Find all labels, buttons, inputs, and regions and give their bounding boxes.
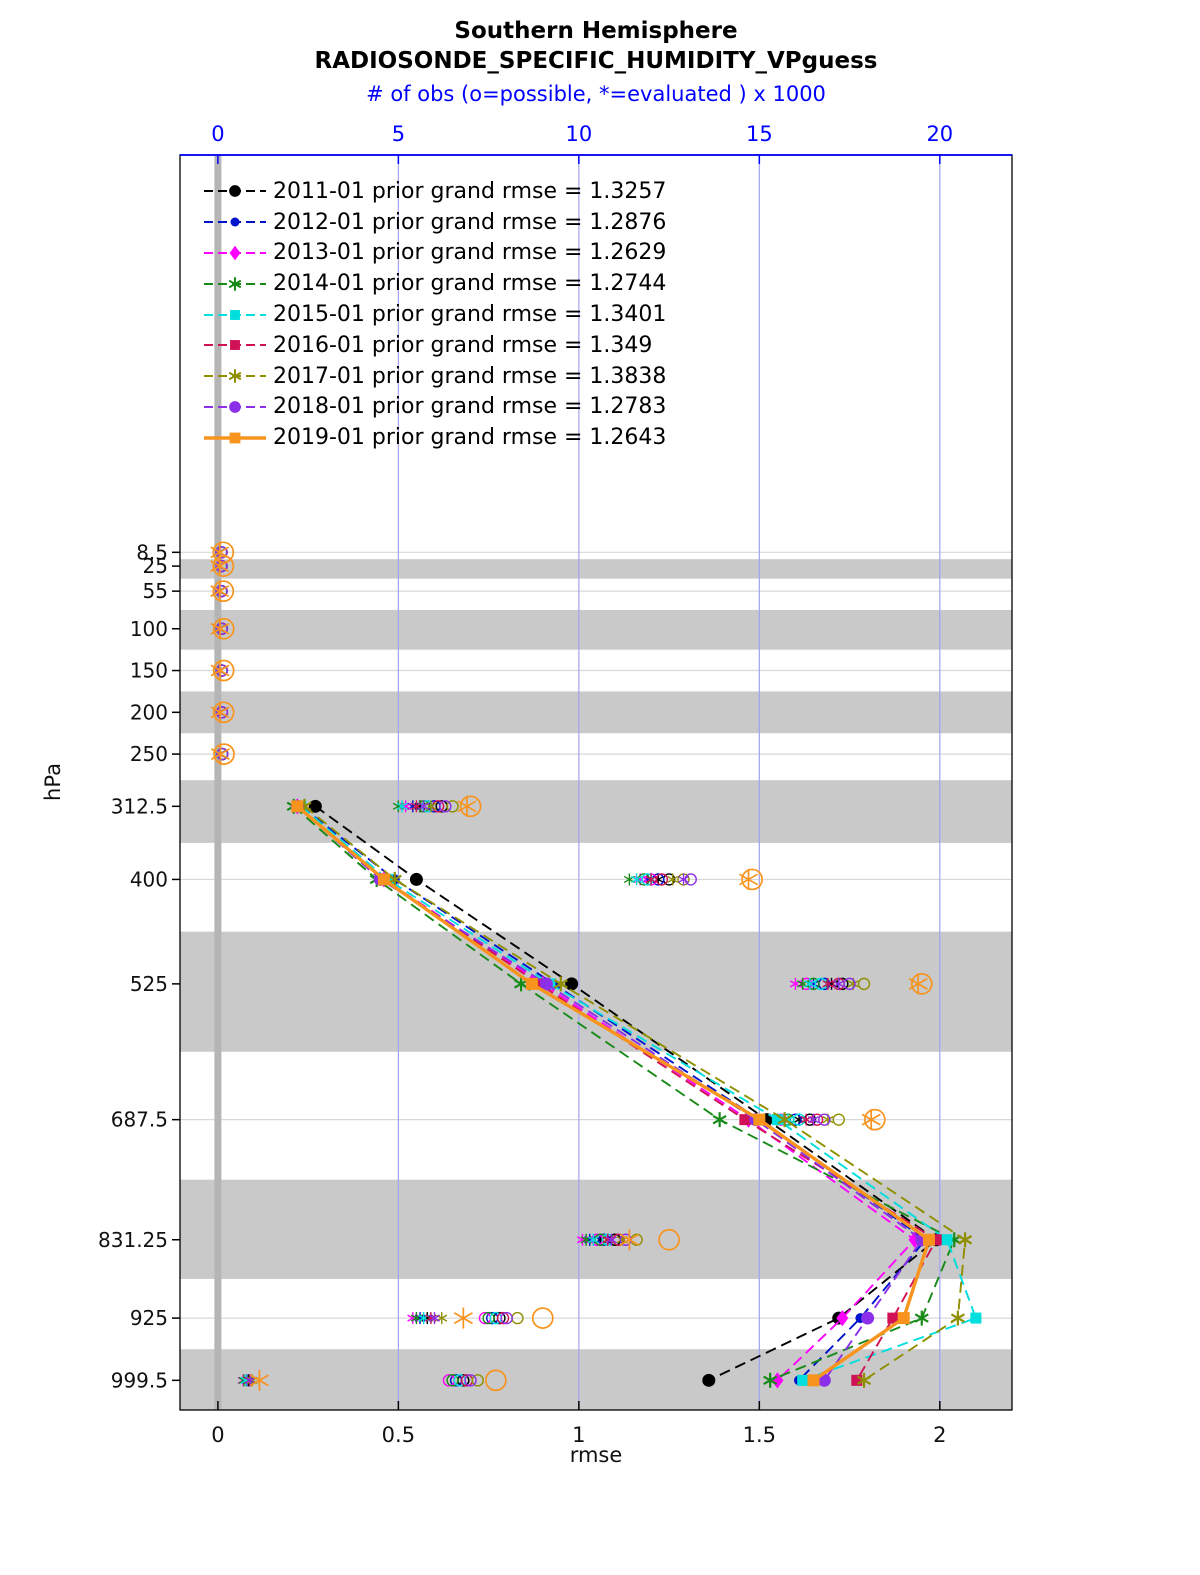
obs-axis-label: # of obs (o=possible, *=evaluated ) x 10…	[366, 82, 826, 106]
legend-entry-2019-01: 2019-01 prior grand rmse = 1.2643	[203, 422, 666, 453]
tick-labels: 0 5 10 15 200 0.5 1 1.5 28.52555100150200250312.…	[98, 122, 953, 1447]
legend-label: 2012-01 prior grand rmse = 1.2876	[273, 209, 667, 235]
series-2019-01	[291, 800, 935, 1387]
series-2018-01	[290, 799, 929, 1387]
svg-text:150: 150	[130, 659, 168, 683]
chart-title: Southern Hemisphere	[454, 18, 738, 44]
legend-line-sample	[204, 185, 266, 198]
svg-text:312.5: 312.5	[111, 794, 168, 818]
y-axis-label: hPa	[40, 763, 65, 801]
svg-text:687.5: 687.5	[111, 1108, 168, 1132]
legend-line-sample	[204, 277, 266, 291]
svg-text:831.25: 831.25	[98, 1228, 168, 1252]
legend-line-sample	[204, 309, 266, 320]
legend-line-sample	[204, 401, 266, 413]
svg-text:999.5: 999.5	[111, 1368, 168, 1392]
legend-label: 2018-01 prior grand rmse = 1.2783	[273, 394, 667, 420]
zero-line	[214, 155, 222, 1410]
svg-text:1: 1	[572, 1423, 585, 1447]
legend-line-sample	[204, 217, 266, 227]
legend-entry-2011-01: 2011-01 prior grand rmse = 1.3257	[203, 176, 666, 207]
title-block: Southern Hemisphere RADIOSONDE_SPECIFIC_…	[180, 16, 1012, 106]
svg-text:925: 925	[130, 1306, 168, 1330]
svg-text:200: 200	[130, 700, 168, 724]
obs-count-markers	[210, 541, 933, 1392]
legend-label: 2011-01 prior grand rmse = 1.3257	[273, 178, 667, 204]
svg-text:10: 10	[565, 122, 592, 146]
chart-subtitle: RADIOSONDE_SPECIFIC_HUMIDITY_VPguess	[314, 48, 878, 74]
svg-text:100: 100	[130, 617, 168, 641]
legend-entry-2017-01: 2017-01 prior grand rmse = 1.3838	[203, 361, 666, 392]
obs-gridlines	[397, 155, 941, 1410]
legend-entry-2015-01: 2015-01 prior grand rmse = 1.3401	[203, 299, 666, 330]
rmse-series	[286, 798, 982, 1389]
svg-text:250: 250	[130, 742, 168, 766]
legend-entry-2016-01: 2016-01 prior grand rmse = 1.349	[203, 330, 666, 361]
legend-line-sample	[204, 245, 266, 261]
legend-entry-2014-01: 2014-01 prior grand rmse = 1.2744	[203, 268, 666, 299]
layer-bands	[180, 559, 1012, 1410]
obs-markers-2019-01	[210, 541, 933, 1392]
svg-text:55: 55	[143, 579, 168, 603]
legend-entry-2012-01: 2012-01 prior grand rmse = 1.2876	[203, 207, 666, 238]
svg-text:0: 0	[211, 1423, 224, 1447]
svg-text:2: 2	[933, 1423, 946, 1447]
legend-label: 2016-01 prior grand rmse = 1.349	[273, 332, 653, 358]
legend: 2011-01 prior grand rmse = 1.3257 2012-01…	[203, 176, 666, 453]
series-2017-01	[297, 798, 973, 1388]
svg-text:5: 5	[392, 122, 405, 146]
legend-line-sample	[204, 432, 266, 444]
svg-text:8.5: 8.5	[136, 540, 168, 564]
svg-text:15: 15	[746, 122, 773, 146]
legend-label: 2013-01 prior grand rmse = 1.2629	[273, 240, 667, 266]
legend-label: 2017-01 prior grand rmse = 1.3838	[273, 363, 667, 389]
svg-text:525: 525	[130, 972, 168, 996]
svg-text:25: 25	[143, 554, 168, 578]
legend-label: 2019-01 prior grand rmse = 1.2643	[273, 425, 667, 451]
legend-label: 2015-01 prior grand rmse = 1.3401	[273, 302, 667, 328]
series-2011-01	[308, 799, 943, 1387]
x-axis-label: rmse	[569, 1443, 623, 1467]
svg-text:400: 400	[130, 867, 168, 891]
svg-text:0: 0	[211, 122, 224, 146]
legend-label: 2014-01 prior grand rmse = 1.2744	[273, 271, 667, 297]
legend-entry-2013-01: 2013-01 prior grand rmse = 1.2629	[203, 238, 666, 269]
svg-text:20: 20	[926, 122, 953, 146]
svg-text:0.5: 0.5	[382, 1423, 415, 1447]
svg-text:1.5: 1.5	[743, 1423, 776, 1447]
legend-entry-2018-01: 2018-01 prior grand rmse = 1.2783	[203, 392, 666, 423]
legend-line-sample	[204, 369, 266, 383]
legend-line-sample	[204, 340, 266, 351]
